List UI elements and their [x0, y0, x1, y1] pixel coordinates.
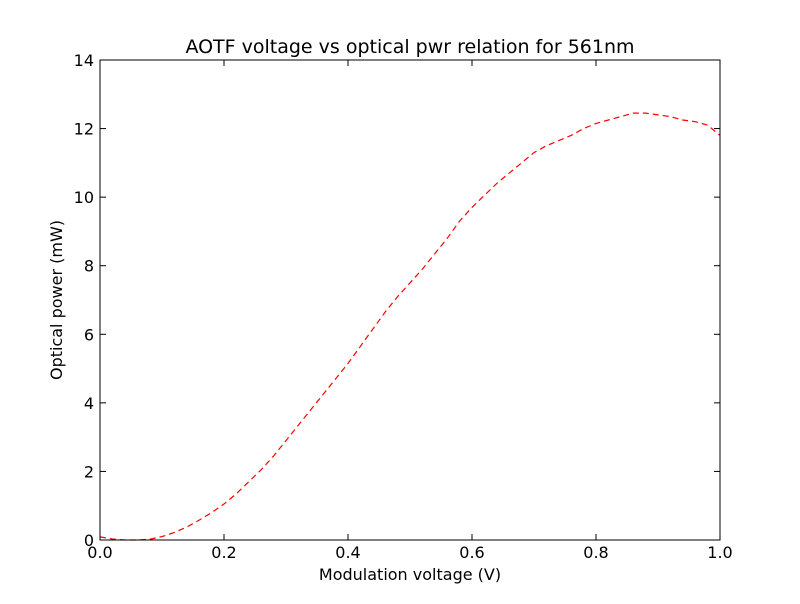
x-tick-label: 1.0	[707, 543, 732, 562]
ticks-layer: 0.0 0.2 0.4 0.6 0.8 1.0 0 2 4 6 8 10 12 14	[74, 51, 733, 562]
x-axis-label: Modulation voltage (V)	[319, 565, 501, 584]
y-axis-label: Optical power (mW)	[47, 220, 66, 380]
y-tick-label: 4	[84, 394, 94, 413]
chart-title: AOTF voltage vs optical pwr relation for…	[185, 36, 634, 58]
x-tick-label: 0.8	[583, 543, 608, 562]
series-layer	[99, 112, 721, 541]
series-line	[99, 112, 721, 541]
y-tick-label: 2	[84, 462, 94, 481]
plot-area-frame	[99, 59, 721, 541]
y-tick-label: 6	[84, 325, 94, 344]
x-tick-label: 0.6	[459, 543, 484, 562]
y-tick-label: 14	[74, 51, 94, 70]
y-tick-label: 12	[74, 120, 94, 139]
y-tick-label: 8	[84, 257, 94, 276]
y-tick-label: 10	[74, 188, 94, 207]
x-tick-label: 0.0	[87, 543, 112, 562]
x-tick-label: 0.2	[211, 543, 236, 562]
y-tick-label: 0	[84, 531, 94, 550]
x-tick-label: 0.4	[335, 543, 360, 562]
